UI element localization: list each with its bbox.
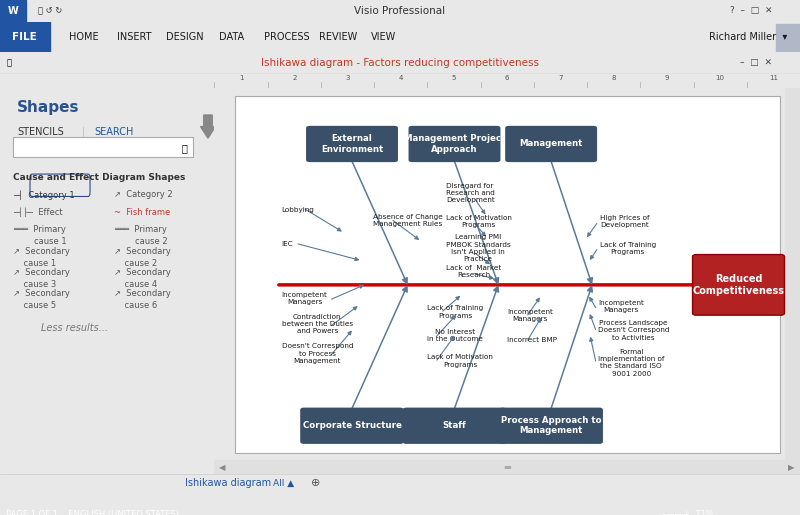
Text: HOME: HOME	[69, 32, 99, 42]
Text: Lack of Training
Programs: Lack of Training Programs	[427, 305, 483, 318]
Text: Ishikawa diagram - Factors reducing competitiveness: Ishikawa diagram - Factors reducing comp…	[261, 58, 539, 68]
Text: Lobbying: Lobbying	[282, 207, 314, 213]
Bar	[0, 0, 26, 22]
Text: Incompetent
Managers: Incompetent Managers	[507, 309, 553, 322]
Text: Learning PMI
PMBOK Standards
Isn't Applied in
Practice: Learning PMI PMBOK Standards Isn't Appli…	[446, 234, 510, 262]
Text: 🖫 ↺ ↻: 🖫 ↺ ↻	[38, 7, 62, 15]
Text: INSERT: INSERT	[117, 32, 152, 42]
Text: ⊕: ⊕	[311, 478, 321, 488]
FancyBboxPatch shape	[409, 126, 501, 162]
Text: DATA: DATA	[219, 32, 245, 42]
Text: Management: Management	[519, 140, 583, 148]
Text: ↗  Secondary
    cause 6: ↗ Secondary cause 6	[114, 289, 170, 310]
Text: Incompetent
Managers: Incompetent Managers	[282, 291, 328, 305]
Text: PROCESS: PROCESS	[263, 32, 310, 42]
Text: ↗  Category 2: ↗ Category 2	[114, 190, 172, 199]
Text: ◀: ◀	[219, 462, 226, 472]
FancyArrow shape	[201, 115, 215, 138]
Text: Process Landscape
Doesn't Correspond
to Activities: Process Landscape Doesn't Correspond to …	[598, 320, 670, 340]
FancyBboxPatch shape	[693, 254, 785, 315]
FancyBboxPatch shape	[505, 126, 597, 162]
Text: IEC: IEC	[282, 242, 294, 247]
Text: Lack of Motivation
Programs: Lack of Motivation Programs	[427, 354, 493, 368]
FancyBboxPatch shape	[402, 407, 506, 444]
Text: VIEW: VIEW	[371, 32, 397, 42]
Text: –  □  ✕: – □ ✕	[740, 59, 772, 67]
Text: STENCILS: STENCILS	[17, 127, 64, 136]
Text: 5: 5	[452, 75, 456, 81]
Text: ↗  Secondary
    cause 5: ↗ Secondary cause 5	[13, 289, 70, 310]
Text: Cause and Effect Diagram Shapes: Cause and Effect Diagram Shapes	[13, 173, 186, 182]
Text: 1: 1	[238, 75, 243, 81]
Text: Corporate Structure: Corporate Structure	[302, 421, 402, 430]
Text: All ▲: All ▲	[274, 478, 294, 488]
Text: Management Project
Approach: Management Project Approach	[404, 134, 505, 153]
Text: Incorrect BMP: Incorrect BMP	[507, 337, 558, 344]
Text: Staff: Staff	[442, 421, 466, 430]
Text: 2: 2	[292, 75, 297, 81]
Text: 📄: 📄	[6, 59, 11, 67]
Text: Ishikawa diagram: Ishikawa diagram	[185, 478, 271, 488]
Text: High Prices of
Development: High Prices of Development	[600, 215, 650, 228]
Text: W: W	[7, 6, 18, 16]
Text: 3: 3	[346, 75, 350, 81]
Text: Shapes: Shapes	[17, 99, 80, 114]
FancyBboxPatch shape	[499, 407, 603, 444]
Text: –——+  71%: –——+ 71%	[662, 510, 714, 515]
Text: ═══  Primary
        cause 1: ═══ Primary cause 1	[13, 225, 66, 246]
Text: REVIEW: REVIEW	[319, 32, 358, 42]
Text: 11: 11	[769, 75, 778, 81]
Text: Process Approach to
Management: Process Approach to Management	[501, 416, 602, 436]
Text: Doesn't Correspond
to Process
Management: Doesn't Correspond to Process Management	[282, 344, 354, 364]
Text: ↗  Secondary
    cause 4: ↗ Secondary cause 4	[114, 268, 170, 289]
Bar	[786, 88, 800, 474]
Text: SEARCH: SEARCH	[94, 127, 134, 136]
Text: External
Environment: External Environment	[321, 134, 383, 153]
FancyBboxPatch shape	[300, 407, 404, 444]
Bar	[0, 22, 50, 52]
Text: ↗  Secondary
    cause 3: ↗ Secondary cause 3	[13, 268, 70, 289]
Text: Lack of Training
Programs: Lack of Training Programs	[600, 242, 656, 255]
Text: ~  Fish frame: ~ Fish frame	[114, 208, 170, 217]
Text: PAGE 1 OF 1    ENGLISH (UNITED STATES): PAGE 1 OF 1 ENGLISH (UNITED STATES)	[6, 510, 179, 515]
Text: Visio Professional: Visio Professional	[354, 6, 446, 16]
FancyBboxPatch shape	[235, 96, 779, 453]
Text: Formal
Implementation of
the Standard ISO
9001 2000: Formal Implementation of the Standard IS…	[598, 349, 664, 376]
Text: ▶: ▶	[788, 462, 794, 472]
Text: 🔍: 🔍	[182, 143, 187, 153]
Text: Less results...: Less results...	[42, 323, 109, 333]
Text: Disregard for
Research and
Development: Disregard for Research and Development	[446, 183, 494, 203]
Text: Absence of Change
Management Rules: Absence of Change Management Rules	[373, 214, 442, 228]
Text: ↗  Secondary
    cause 2: ↗ Secondary cause 2	[114, 247, 170, 268]
Bar	[0, 52, 18, 74]
Text: 4: 4	[398, 75, 403, 81]
Text: ?  –  □  ✕: ? – □ ✕	[730, 7, 772, 15]
Text: 9: 9	[665, 75, 669, 81]
Text: ↗  Secondary
    cause 1: ↗ Secondary cause 1	[13, 247, 70, 268]
Text: ═══  Primary
        cause 2: ═══ Primary cause 2	[114, 225, 167, 246]
Text: No Interest
in the Outcome: No Interest in the Outcome	[427, 329, 483, 342]
Text: Lack of Motivation
Programs: Lack of Motivation Programs	[446, 215, 511, 228]
Text: 7: 7	[558, 75, 562, 81]
Bar	[214, 460, 800, 474]
Text: ─┤├─  Effect: ─┤├─ Effect	[13, 208, 62, 217]
Text: Lack of  Market
Research: Lack of Market Research	[446, 265, 501, 279]
Text: DESIGN: DESIGN	[166, 32, 204, 42]
Text: 8: 8	[611, 75, 616, 81]
Text: FILE: FILE	[13, 32, 37, 42]
Text: ▬: ▬	[503, 462, 511, 472]
Text: |: |	[82, 127, 85, 137]
Text: 10: 10	[716, 75, 725, 81]
Bar	[13, 136, 193, 158]
Text: Incompetent
Managers: Incompetent Managers	[598, 300, 644, 314]
Bar	[776, 24, 800, 50]
Text: Reduced
Competitiveness: Reduced Competitiveness	[693, 274, 785, 296]
Text: Richard Miller  ▾: Richard Miller ▾	[709, 32, 787, 42]
Text: Contradiction
between the Duties
and Powers: Contradiction between the Duties and Pow…	[282, 314, 353, 334]
FancyBboxPatch shape	[306, 126, 398, 162]
Text: 6: 6	[505, 75, 510, 81]
Text: ─┤  Category 1: ─┤ Category 1	[13, 190, 74, 200]
